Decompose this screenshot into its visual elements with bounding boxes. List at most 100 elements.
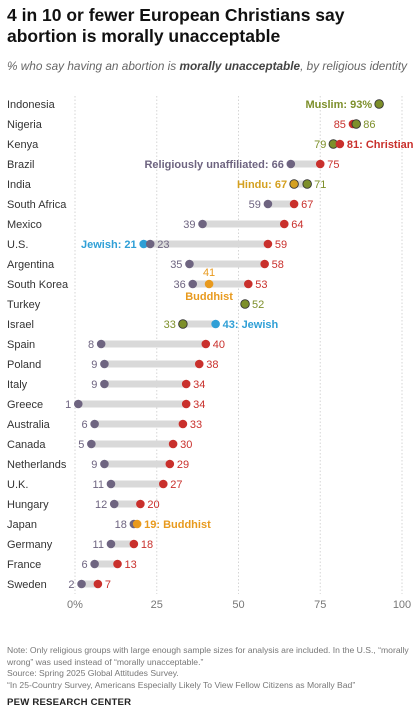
data-dot-unaffiliated [100, 459, 109, 469]
data-dot-christian [289, 199, 299, 209]
country-label: Greece [7, 399, 43, 411]
data-label-christian: 64 [291, 219, 303, 231]
data-label-christian: 67 [301, 199, 313, 211]
country-label: Hungary [7, 499, 49, 511]
country-label: Italy [7, 379, 28, 391]
country-label: India [7, 179, 32, 191]
data-label-christian: 53 [255, 279, 267, 291]
data-label-unaffiliated: 5 [78, 439, 84, 451]
data-dot-christian [93, 579, 103, 589]
data-dot-muslim [240, 299, 250, 309]
country-label: Israel [7, 319, 34, 331]
data-label-unaffiliated: 6 [81, 419, 87, 431]
data-label-buddhist-name: Buddhist [185, 291, 233, 303]
data-dot-jewish [211, 319, 220, 329]
data-label-christian: 40 [213, 339, 225, 351]
data-dot-christian [129, 539, 139, 549]
country-label: Indonesia [7, 99, 56, 111]
data-dot-christian [181, 399, 191, 409]
data-dot-christian [113, 559, 122, 569]
x-tick-label: 25 [151, 599, 163, 611]
data-label-unaffiliated: 35 [170, 259, 182, 271]
data-label-christian: 81: Christian [347, 139, 414, 151]
data-label-christian: 38 [206, 359, 218, 371]
data-dot-christian [136, 499, 145, 509]
data-dot-unaffiliated [185, 259, 194, 269]
data-label-unaffiliated: 9 [91, 359, 97, 371]
country-label: South Korea [7, 279, 69, 291]
data-label-christian: 27 [170, 479, 182, 491]
data-label-unaffiliated: 36 [173, 279, 185, 291]
data-label-unaffiliated: 18 [115, 519, 127, 531]
data-dot-muslim [302, 179, 312, 189]
footer-report: “In 25-Country Survey, Americans Especia… [7, 679, 356, 690]
data-dot-unaffiliated [90, 559, 99, 569]
data-label-buddhist: 19: Buddhist [144, 519, 211, 531]
data-dot-christian [335, 139, 345, 149]
data-dot-unaffiliated [73, 399, 83, 409]
country-label: Spain [7, 339, 35, 351]
data-dot-unaffiliated [109, 499, 119, 509]
footer-note: Note: Only religious groups with large e… [7, 645, 409, 667]
data-label-christian: 34 [193, 399, 205, 411]
data-dot-unaffiliated [87, 439, 96, 449]
data-label-unaffiliated: 6 [81, 559, 87, 571]
data-label-muslim: 86 [363, 119, 375, 131]
data-label-muslim: 33 [164, 319, 176, 331]
country-label: U.S. [7, 239, 28, 251]
data-label-unaffiliated: 8 [88, 339, 94, 351]
data-dot-hindu [289, 179, 299, 189]
data-dot-unaffiliated [96, 339, 106, 349]
data-dot-christian [158, 479, 168, 489]
data-label-muslim: 79 [314, 139, 326, 151]
data-label-christian: 13 [125, 559, 137, 571]
data-dot-unaffiliated [286, 159, 296, 169]
data-label-unaffiliated: 59 [249, 199, 261, 211]
country-label: Sweden [7, 579, 47, 591]
chart-subtitle: % who say having an abortion is morally … [7, 58, 417, 74]
chart-footer: Note: Only religious groups with large e… [7, 645, 417, 691]
data-dot-christian [165, 459, 175, 469]
data-label-christian: 85 [334, 119, 346, 131]
data-label-unaffiliated: 39 [183, 219, 195, 231]
country-label: France [7, 559, 41, 571]
country-label: U.K. [7, 479, 28, 491]
data-label-unaffiliated: 12 [95, 499, 107, 511]
data-label-christian: 59 [275, 239, 287, 251]
data-label-christian: 34 [193, 379, 205, 391]
data-dot-christian [181, 379, 191, 389]
chart-title: 4 in 10 or fewer European Christians say… [7, 5, 345, 46]
data-dot-christian [315, 159, 325, 169]
data-label-muslim: 52 [252, 299, 264, 311]
country-label: Brazil [7, 159, 35, 171]
data-dot-muslim [374, 99, 384, 109]
data-label-christian: 58 [272, 259, 284, 271]
data-label-christian: 7 [105, 579, 111, 591]
data-dot-unaffiliated [100, 379, 109, 389]
data-dot-muslim [178, 319, 188, 329]
footer-source: Source: Spring 2025 Global Attitudes Sur… [7, 668, 179, 678]
data-dot-unaffiliated [198, 219, 207, 229]
country-label: Japan [7, 519, 37, 531]
data-label-christian: 29 [177, 459, 189, 471]
country-label: Netherlands [7, 459, 67, 471]
data-dot-christian [194, 359, 204, 369]
brand-logo-text: PEW RESEARCH CENTER [7, 697, 132, 708]
data-dot-unaffiliated [106, 479, 116, 489]
data-label-christian: 18 [141, 539, 153, 551]
x-tick-label: 75 [314, 599, 326, 611]
country-label: Mexico [7, 219, 42, 231]
data-dot-christian [168, 439, 178, 449]
data-dot-unaffiliated [90, 419, 99, 429]
data-label-unaffiliated: 2 [68, 579, 74, 591]
country-label: Germany [7, 539, 53, 551]
data-label-unaffiliated: 11 [93, 539, 104, 551]
x-tick-label: 0% [67, 599, 83, 611]
data-label-muslim: 71 [314, 179, 326, 191]
country-label: Turkey [7, 299, 41, 311]
data-dot-christian [244, 279, 253, 289]
x-tick-label: 100 [393, 599, 411, 611]
data-dot-christian [201, 339, 211, 349]
data-dot-unaffiliated [106, 539, 116, 549]
